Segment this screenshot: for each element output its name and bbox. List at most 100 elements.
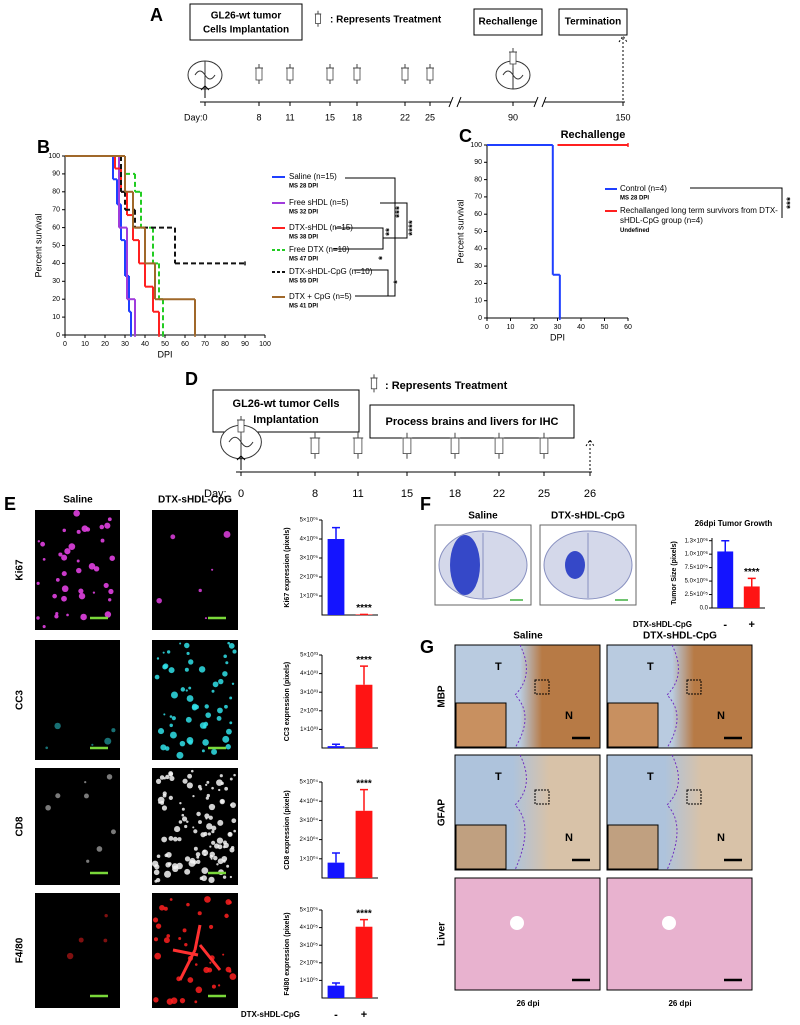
cell-signal <box>154 952 162 960</box>
cell-signal <box>104 913 108 918</box>
column-header: DTX-sHDL-CpG <box>158 495 232 506</box>
cell-signal <box>169 775 175 782</box>
error-bar <box>332 982 340 986</box>
y-tick-label: 1×10⁰³ <box>300 726 318 733</box>
cell-signal <box>196 811 201 817</box>
y-tick-label: 30 <box>52 278 60 285</box>
cell-signal <box>62 528 66 533</box>
error-bar <box>747 577 756 587</box>
cell-signal <box>226 728 232 735</box>
group-label: DTX-sHDL-CpG <box>633 620 692 629</box>
syringe-icon <box>286 67 294 81</box>
y-tick-label: 70 <box>52 207 60 214</box>
cell-signal <box>201 875 207 882</box>
cell-signal <box>103 938 108 943</box>
cell-signal <box>206 793 210 798</box>
timeline-break <box>448 96 462 108</box>
cell-signal <box>186 782 193 789</box>
chart-title: 26dpi Tumor Growth <box>695 519 773 528</box>
cell-signal <box>208 803 216 811</box>
y-axis-label: F4/80 expression (pixels) <box>284 912 291 995</box>
cell-signal <box>55 611 59 616</box>
cell-signal <box>233 829 236 833</box>
cell-signal <box>223 531 231 538</box>
cell-signal <box>184 856 191 862</box>
legend-text: DTX-sHDL (n=15) <box>289 223 353 232</box>
y-tick-label: 5.0×10⁰⁵ <box>685 578 709 585</box>
cell-signal <box>216 716 222 721</box>
cell-signal <box>52 593 57 599</box>
x-tick-label: - <box>723 619 727 631</box>
syringe-icon <box>370 377 378 390</box>
axis <box>486 145 628 319</box>
cell-signal <box>161 805 168 811</box>
cell-signal <box>76 529 81 534</box>
y-tick-label: 3×10⁰⁵ <box>300 555 319 562</box>
syringe-icon <box>315 13 321 25</box>
significance: **** <box>356 908 372 919</box>
cell-signal <box>162 793 167 798</box>
error-bar <box>721 539 730 552</box>
cell-signal <box>171 716 176 721</box>
cell-signal <box>181 813 185 817</box>
x-tick-label: 30 <box>554 324 562 331</box>
cell-signal <box>178 937 182 941</box>
error-bar <box>360 665 368 685</box>
cell-signal <box>162 651 165 654</box>
syringe-icon <box>353 437 363 455</box>
cell-signal <box>205 796 209 800</box>
cell-signal <box>155 778 162 784</box>
cell-signal <box>198 666 206 673</box>
panel-label: F <box>420 494 431 514</box>
axis <box>64 156 265 336</box>
cell-signal <box>192 826 195 829</box>
region-label: N <box>565 710 573 722</box>
y-tick-label: 1.3×10⁰⁶ <box>685 537 709 544</box>
box-text: Termination <box>565 17 621 28</box>
syringe-icon <box>237 419 245 433</box>
syringe-icon <box>509 51 517 65</box>
cell-signal <box>184 824 188 829</box>
cell-signal <box>106 774 113 780</box>
cell-signal <box>217 819 224 826</box>
box-text: Implantation <box>253 414 319 426</box>
cell-signal <box>86 859 90 863</box>
cell-signal <box>156 597 162 604</box>
arrow <box>585 439 595 470</box>
y-tick-label: 5×10⁰⁵ <box>300 907 319 914</box>
box-text: Cells Implantation <box>203 25 289 36</box>
cell-signal <box>182 778 188 784</box>
day-value: 11 <box>352 488 363 500</box>
cell-signal <box>42 557 46 561</box>
significance: **** <box>744 567 760 578</box>
x-tick-label: 10 <box>81 341 89 348</box>
day-label: Day: <box>184 112 203 122</box>
row-label: CC3 <box>15 690 26 710</box>
y-tick-label: 100 <box>470 142 482 149</box>
vessel <box>510 916 524 930</box>
bar <box>717 551 734 608</box>
row-label: Liver <box>437 922 448 946</box>
cell-signal <box>209 851 215 857</box>
bar <box>355 684 373 748</box>
cell-signal <box>160 800 165 805</box>
cell-signal <box>229 721 233 725</box>
significance: **** <box>356 603 372 614</box>
arrow <box>236 455 246 470</box>
footer: 26 dpi <box>668 999 691 1008</box>
legend-median: MS 38 DPI <box>289 235 318 241</box>
cell-signal <box>194 963 198 966</box>
y-tick-label: 90 <box>52 171 60 178</box>
inset-box <box>534 679 550 695</box>
syringe-icon <box>255 67 263 81</box>
cell-signal <box>206 780 210 784</box>
brain-icon <box>194 70 216 80</box>
cell-signal <box>196 855 200 859</box>
cell-signal <box>211 689 215 693</box>
cell-signal <box>188 859 196 867</box>
day-value: 25 <box>425 112 435 122</box>
cell-signal <box>198 820 202 824</box>
region-label: N <box>717 710 725 722</box>
cell-signal <box>193 846 198 851</box>
